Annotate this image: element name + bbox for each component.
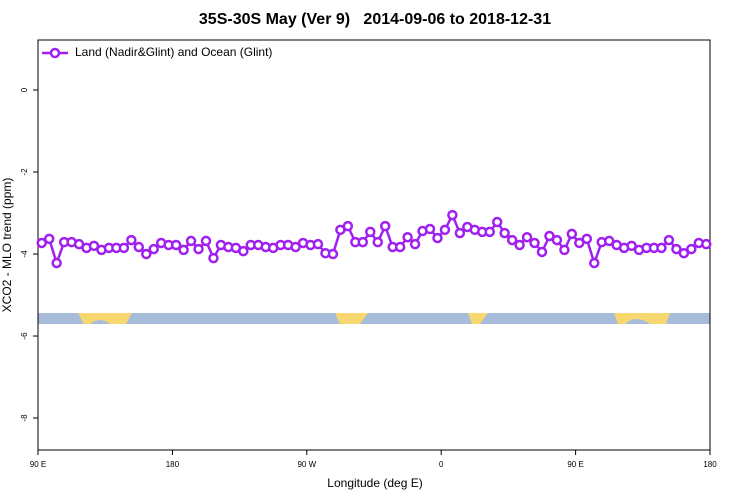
x-tick-label: 180 (166, 460, 180, 469)
point (357, 236, 369, 248)
y-tick-label: -4 (20, 250, 29, 258)
point (603, 235, 615, 247)
point (118, 242, 130, 254)
point (379, 220, 391, 232)
point (290, 241, 301, 253)
point (454, 227, 466, 239)
point (551, 234, 563, 246)
point (663, 234, 675, 246)
point (589, 257, 600, 269)
point (178, 244, 189, 256)
land-patch (614, 313, 670, 324)
point (491, 216, 503, 228)
point (327, 248, 339, 260)
chart-title: 35S-30S May (Ver 9) 2014-09-06 to 2018-1… (199, 11, 551, 28)
x-tick-label: 90 W (297, 460, 316, 469)
x-axis-label: Longitude (deg E) (327, 476, 422, 490)
point (521, 231, 533, 243)
point (656, 242, 667, 254)
point (148, 243, 159, 255)
y-tick-label: -6 (20, 332, 29, 340)
x-tick-label: 90 E (30, 460, 46, 469)
point (626, 240, 637, 252)
point (36, 237, 47, 249)
point (312, 238, 324, 250)
point (514, 239, 525, 251)
y-tick-label: -2 (20, 168, 29, 176)
point (365, 226, 376, 238)
point (701, 238, 712, 250)
point (51, 257, 62, 269)
point (126, 234, 137, 246)
point (238, 245, 249, 257)
point (133, 241, 145, 253)
point (506, 234, 518, 246)
x-tick-label: 180 (703, 460, 717, 469)
point (409, 238, 421, 250)
point (402, 231, 413, 243)
point (574, 237, 585, 249)
point (141, 248, 152, 260)
land-patch (78, 313, 132, 324)
point (529, 237, 540, 249)
point (424, 223, 436, 235)
point (193, 243, 204, 255)
point (447, 209, 458, 221)
legend-marker (49, 47, 61, 59)
point (671, 243, 682, 255)
point (208, 252, 219, 264)
point (678, 247, 690, 259)
ocean-band (38, 313, 710, 324)
y-tick-label: -8 (20, 414, 29, 422)
point (566, 228, 578, 240)
point (439, 224, 451, 236)
point (432, 232, 443, 244)
y-tick-label: 0 (20, 87, 29, 92)
x-tick-label: 0 (439, 460, 444, 469)
point (185, 235, 197, 247)
land-ocean-strip (38, 313, 710, 324)
point (484, 226, 495, 238)
point (544, 230, 555, 242)
point (536, 246, 548, 258)
point (200, 235, 212, 247)
land-patch (468, 313, 488, 324)
point (372, 236, 383, 248)
point (43, 233, 55, 245)
point (559, 244, 570, 256)
y-axis-label: XCO2 - MLO trend (ppm) (0, 178, 14, 313)
point (581, 233, 593, 245)
point (499, 227, 510, 239)
point (686, 243, 697, 255)
point (170, 239, 182, 251)
point (394, 241, 406, 253)
point (342, 220, 354, 232)
legend-label: Land (Nadir&Glint) and Ocean (Glint) (75, 45, 272, 59)
x-tick-label: 90 E (567, 460, 583, 469)
legend: Land (Nadir&Glint) and Ocean (Glint) (42, 45, 272, 59)
point (88, 240, 100, 252)
land-patch (335, 313, 368, 324)
